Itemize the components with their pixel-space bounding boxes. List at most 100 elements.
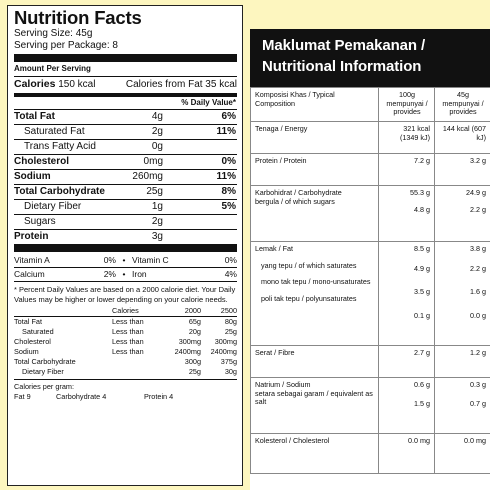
fat-label: Lemak / Fat <box>255 244 293 253</box>
nutrient-dv: 0% <box>221 156 236 167</box>
sodium-100g: 0.6 g <box>414 380 430 389</box>
value-100g: 2.7 g <box>378 345 435 378</box>
reference-cell: Saturated <box>22 327 54 336</box>
nutrient-dv: 8% <box>221 186 236 197</box>
vitamin-percent: 0% <box>103 255 116 265</box>
reference-row: Sodium Less than 2400mg 2400mg <box>14 347 237 357</box>
nutrient-label: Saturated Fat <box>24 126 85 137</box>
saturates-45g: 2.2 g <box>470 263 486 273</box>
composition-table: Komposisi Khas / Typical Composition 100… <box>250 87 490 474</box>
nutrient-dv: 5% <box>221 201 236 212</box>
maklumat-title: Maklumat Pemakanan / <box>262 37 426 54</box>
calories-from-fat: Calories from Fat 35 kcal <box>125 79 237 90</box>
nutrient-row-protein: Protein 3g <box>14 229 237 244</box>
calories-per-gram-label: Calories per gram: <box>14 382 75 391</box>
nutrition-facts-title: Nutrition Facts <box>14 7 142 28</box>
nutrient-label: Dietary Fiber <box>24 201 82 212</box>
reference-row: Cholesterol Less than 300mg 300mg <box>14 337 237 347</box>
column-header-composition: Komposisi Khas / Typical Composition <box>250 87 379 122</box>
reference-cell: Dietary Fiber <box>22 367 64 376</box>
reference-cell: 30g <box>224 367 237 376</box>
reference-row: Dietary Fiber 25g 30g <box>14 367 237 377</box>
reference-cell: 300g <box>184 357 201 366</box>
value-100g: 0.0 mg <box>378 433 435 474</box>
spacer <box>439 297 486 312</box>
reference-cell <box>14 306 102 316</box>
sugars-label: bergula / of which sugars <box>255 196 335 206</box>
maklumat-pemakanan-table: Maklumat Pemakanan / Nutritional Informa… <box>250 29 490 490</box>
nutrition-facts-label: Nutrition Facts Serving Size: 45g Servin… <box>7 5 243 486</box>
carbohydrate-45g: 24.9 g <box>466 188 486 197</box>
calories-label: Calories <box>14 78 56 90</box>
reference-cell: Calories <box>112 306 139 315</box>
reference-cell: 300mg <box>178 337 201 346</box>
daily-value-footnote: * Percent Daily Values are based on a 20… <box>14 285 236 304</box>
calories-cell: Calories 150 kcal <box>14 78 95 91</box>
nutritional-information-title: Nutritional Information <box>262 58 422 75</box>
nutrient-dv: 11% <box>216 171 236 182</box>
nutrient-amount: 260mg <box>132 171 163 182</box>
value-100g: 321 kcal (1349 kJ) <box>378 121 435 154</box>
carbohydrate-label: Karbohidrat / Carbohydrate <box>255 188 342 197</box>
reference-cell: 2000 <box>184 306 201 315</box>
divider <box>14 76 237 77</box>
table-header-row: Komposisi Khas / Typical Composition 100… <box>250 87 490 122</box>
spacer <box>383 273 430 288</box>
row-label: Tenaga / Energy <box>250 121 379 154</box>
reference-cell: Total Carbohydrate <box>14 357 76 366</box>
nutrient-row-trans-fat: Trans Fatty Acid 0g <box>14 139 237 154</box>
nutrient-amount: 25g <box>146 186 163 197</box>
reference-cell: 2500 <box>220 306 237 315</box>
nutrient-amount: 3g <box>151 231 163 242</box>
value-45g: 3.8 g 2.2 g 1.6 g 0.0 g <box>434 241 490 346</box>
table-row-fat: Lemak / Fat yang tepu / of which saturat… <box>250 241 490 346</box>
mono-45g: 1.6 g <box>470 287 486 297</box>
reference-cell: 2400mg <box>210 347 237 356</box>
vitamin-label: Calcium <box>14 269 45 279</box>
reference-cell: 65g <box>188 317 201 326</box>
calories-per-gram-row: Fat 9 Carbohydrate 4 Protein 4 <box>14 392 237 402</box>
vitamin-label: Vitamin A <box>14 255 50 265</box>
reference-row: Total Carbohydrate 300g 375g <box>14 357 237 367</box>
cpg-carbohydrate: Carbohydrate 4 <box>56 391 107 401</box>
value-45g: 0.3 g 0.7 g <box>434 377 490 434</box>
divider-thick <box>14 54 237 62</box>
value-100g: 0.6 g 1.5 g <box>378 377 435 434</box>
polyunsaturates-label: poli tak tepu / polyunsaturates <box>261 294 357 304</box>
vitamin-percent: 0% <box>224 255 237 265</box>
value-45g: 24.9 g 2.2 g <box>434 185 490 242</box>
cpg-protein: Protein 4 <box>144 391 174 401</box>
reference-row: Saturated Less than 20g 25g <box>14 327 237 337</box>
calories-value: 150 kcal <box>58 79 96 90</box>
row-label: Serat / Fibre <box>250 345 379 378</box>
table-row-fibre: Serat / Fibre 2.7 g 1.2 g <box>250 345 490 378</box>
saturates-label: yang tepu / of which saturates <box>261 260 357 270</box>
divider <box>14 379 237 380</box>
table-row-protein: Protein / Protein 7.2 g 3.2 g <box>250 153 490 186</box>
table-row-sodium: Natrium / Sodium setara sebagai garam / … <box>250 377 490 434</box>
row-label: Protein / Protein <box>250 153 379 186</box>
nutrient-amount: 2g <box>151 216 163 227</box>
nutrient-row-total-fat: Total Fat 4g 6% <box>14 109 237 124</box>
nutrient-label: Protein <box>14 231 49 242</box>
cpg-fat: Fat 9 <box>14 391 31 401</box>
reference-row: Total Fat Less than 65g 80g <box>14 317 237 327</box>
nutrient-label: Trans Fatty Acid <box>24 141 96 152</box>
reference-cell: 2400mg <box>174 347 201 356</box>
nutrient-dv: 11% <box>216 126 236 137</box>
maklumat-header: Maklumat Pemakanan / Nutritional Informa… <box>250 29 490 87</box>
reference-cell: 25g <box>224 327 237 336</box>
value-100g: 8.5 g 4.9 g 3.5 g 0.1 g <box>378 241 435 346</box>
spacer <box>439 273 486 288</box>
salt-100g: 1.5 g <box>414 398 430 408</box>
divider <box>14 281 237 282</box>
row-label: Karbohidrat / Carbohydrate bergula / of … <box>250 185 379 242</box>
vitamin-percent: 4% <box>224 269 237 279</box>
carbohydrate-100g: 55.3 g <box>410 188 430 197</box>
sodium-45g: 0.3 g <box>470 380 486 389</box>
vitamin-label: Iron <box>132 269 147 279</box>
table-row-carbohydrate: Karbohidrat / Carbohydrate bergula / of … <box>250 185 490 242</box>
row-label: Kolesterol / Cholesterol <box>250 433 379 474</box>
reference-cell: Less than <box>112 347 144 356</box>
value-45g: 144 kcal (607 kJ) <box>434 121 490 154</box>
